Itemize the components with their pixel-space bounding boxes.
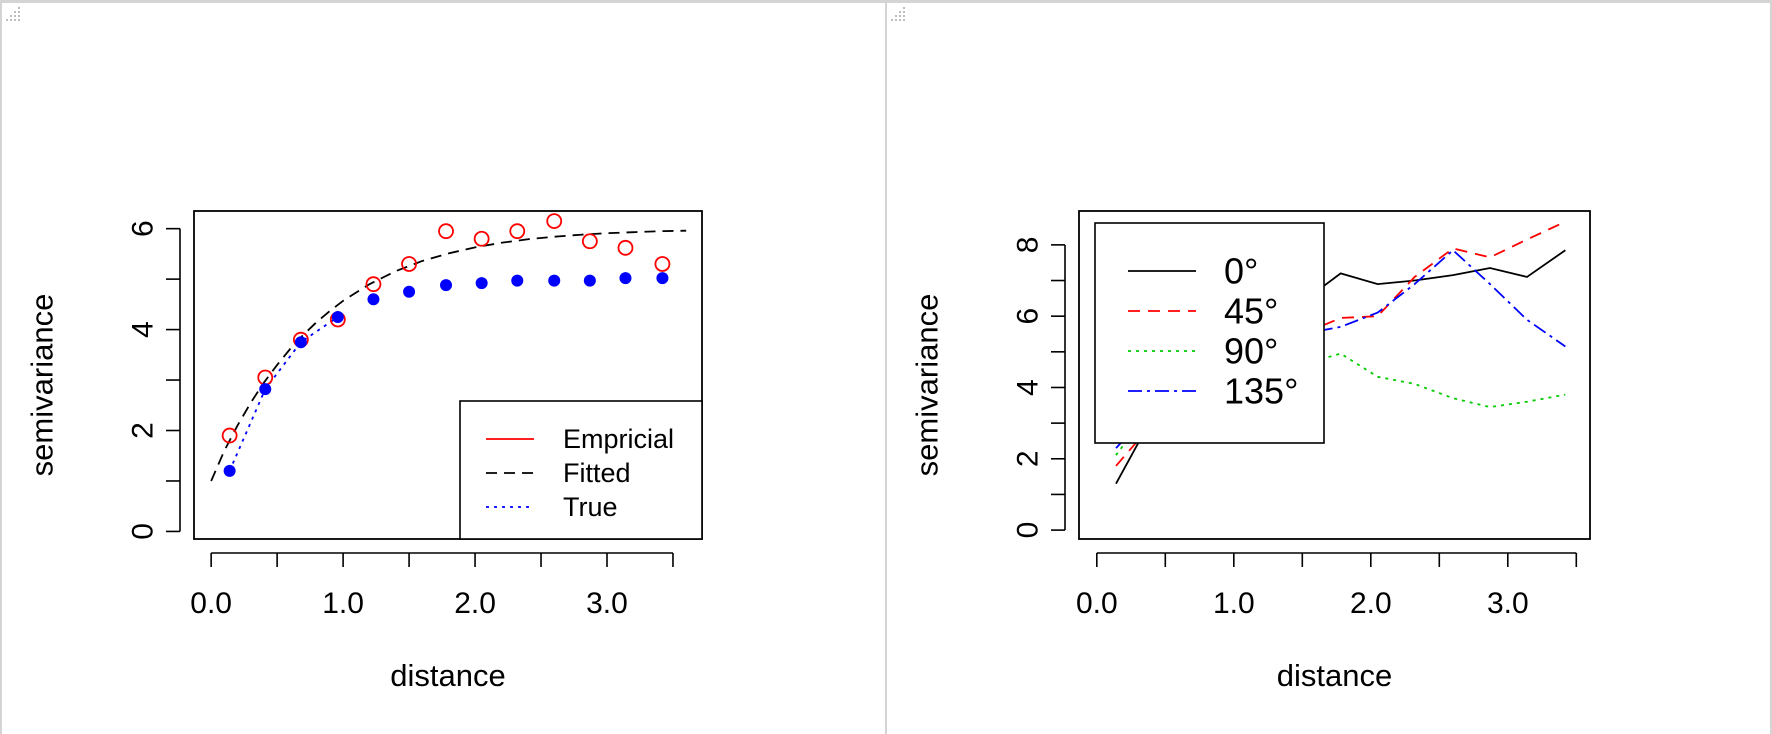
y-tick-label: 2 [127, 422, 160, 439]
series-line-3 [1115, 249, 1566, 449]
true-point [511, 274, 524, 287]
empirical-point [581, 233, 598, 250]
plot-frame [193, 210, 703, 540]
true-point [294, 336, 307, 349]
plot-frame [1078, 210, 1591, 540]
resize-grip-icon[interactable] [887, 3, 907, 23]
x-tick-label: 1.0 [322, 587, 364, 620]
legend-label: True [563, 492, 618, 522]
legend-box [1094, 222, 1325, 444]
y-tick-label: 0 [1012, 522, 1045, 539]
x-tick-label: 3.0 [1487, 587, 1529, 620]
true-point [619, 272, 632, 285]
left-plot-panel: 0.0 1.0 2.0 3.0 distance 0 2 4 6 semivariance Empr… [0, 0, 887, 734]
directional-variogram-chart: 0.0 1.0 2.0 3.0 distance 0 2 4 6 8 semivariance 0°4… [910, 210, 1591, 693]
resize-grip-icon[interactable] [2, 3, 22, 23]
true-point [259, 383, 272, 396]
legend-label: 135° [1224, 371, 1298, 412]
legend-label: 45° [1224, 291, 1278, 332]
legend-label: 0° [1224, 251, 1258, 292]
legend-box [459, 400, 703, 540]
true-point [475, 277, 488, 290]
y-tick-label: 6 [127, 220, 160, 237]
x-axis-label: distance [390, 658, 505, 693]
right-plot-panel: 0.0 1.0 2.0 3.0 distance 0 2 4 6 8 semivariance 0° 4… [887, 0, 1772, 734]
true-point [367, 293, 380, 306]
x-axis-label: distance [1277, 658, 1392, 693]
true-point [223, 464, 236, 477]
variogram-chart: 0.0 1.0 2.0 3.0 distance 0 2 4 6 semivariance Empr… [25, 210, 703, 693]
true-point [583, 274, 596, 287]
empirical-point [401, 256, 417, 272]
empirical-point [546, 213, 563, 229]
x-tick-label: 0.0 [1076, 587, 1118, 620]
empirical-point [257, 369, 274, 386]
true-point [548, 274, 561, 287]
plot-area [210, 213, 687, 482]
empirical-point [365, 276, 382, 293]
empirical-point [617, 239, 634, 256]
x-tick-label: 2.0 [454, 587, 496, 620]
series-line-fitted [210, 229, 687, 482]
x-tick-label: 0.0 [190, 587, 232, 620]
x-tick-label: 2.0 [1350, 587, 1392, 620]
y-tick-label: 6 [1012, 308, 1045, 325]
legend-label: Empricial [563, 424, 674, 454]
legend-label: 90° [1224, 331, 1278, 372]
x-tick-label: 1.0 [1213, 587, 1255, 620]
true-point [656, 272, 669, 285]
y-tick-label: 4 [1012, 379, 1045, 396]
true-point [403, 285, 416, 298]
empirical-point [221, 427, 238, 444]
empirical-point [473, 230, 490, 247]
y-tick-label: 4 [127, 321, 160, 338]
y-axis-label: semivariance [910, 294, 945, 477]
y-tick-label: 2 [1012, 450, 1045, 467]
y-axis-label: semivariance [25, 294, 60, 477]
empirical-point [438, 223, 454, 240]
empirical-point [509, 223, 526, 240]
true-point [331, 310, 344, 323]
x-tick-label: 3.0 [586, 587, 628, 620]
legend-label: Fitted [563, 458, 631, 488]
true-point [440, 279, 453, 292]
y-tick-label: 8 [1012, 237, 1045, 254]
empirical-point [654, 256, 671, 272]
series-line-true [228, 316, 339, 472]
y-tick-label: 0 [127, 523, 160, 540]
